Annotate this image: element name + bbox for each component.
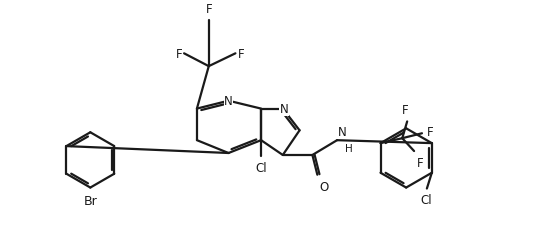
Text: Br: Br bbox=[83, 195, 97, 207]
Text: F: F bbox=[417, 156, 423, 169]
Text: F: F bbox=[427, 125, 434, 138]
Text: F: F bbox=[176, 48, 182, 60]
Text: H: H bbox=[345, 144, 353, 153]
Text: N: N bbox=[338, 126, 347, 139]
Text: F: F bbox=[206, 3, 212, 16]
Text: F: F bbox=[402, 104, 409, 117]
Text: Cl: Cl bbox=[255, 161, 267, 174]
Text: O: O bbox=[319, 180, 328, 193]
Text: F: F bbox=[238, 48, 244, 60]
Text: N: N bbox=[279, 103, 288, 116]
Text: Cl: Cl bbox=[420, 194, 431, 207]
Text: N: N bbox=[224, 95, 233, 108]
